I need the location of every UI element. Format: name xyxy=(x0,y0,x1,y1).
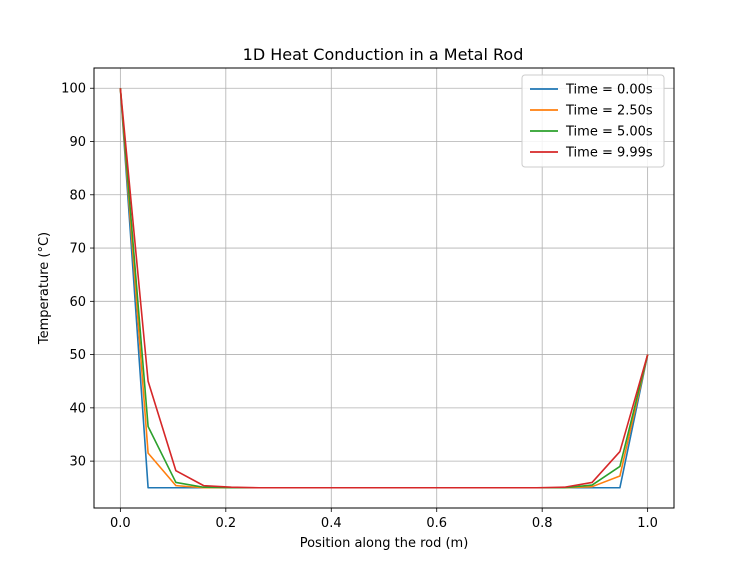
y-tick-label: 70 xyxy=(69,242,86,257)
y-tick-label: 90 xyxy=(69,135,86,150)
y-tick-label: 30 xyxy=(69,455,86,470)
legend-label-2: Time = 5.00s xyxy=(565,125,653,140)
y-tick-label: 50 xyxy=(69,348,86,363)
x-tick-label: 0.6 xyxy=(426,516,447,531)
y-tick-label: 40 xyxy=(69,401,86,416)
legend-label-1: Time = 2.50s xyxy=(565,104,653,119)
x-tick-label: 0.8 xyxy=(532,516,553,531)
x-tick-label: 0.4 xyxy=(321,516,342,531)
legend-label-0: Time = 0.00s xyxy=(565,83,653,98)
x-tick-label: 1.0 xyxy=(637,516,658,531)
series-lines xyxy=(119,88,649,489)
chart-title: 1D Heat Conduction in a Metal Rod xyxy=(243,45,524,64)
plot-area-frame xyxy=(93,67,675,509)
x-tick-label: 0.0 xyxy=(110,516,131,531)
y-axis-label: Temperature (°C) xyxy=(37,232,52,345)
y-tick-label: 60 xyxy=(69,295,86,310)
legend: Time = 0.00s Time = 2.50s Time = 5.00s Time… xyxy=(521,74,665,168)
x-tick-label: 0.2 xyxy=(215,516,236,531)
legend-box xyxy=(521,74,665,168)
y-tick-label: 80 xyxy=(69,188,86,203)
x-axis-label: Position along the rod (m) xyxy=(300,536,469,551)
legend-label-3: Time = 9.99s xyxy=(565,146,653,161)
series-line-3 xyxy=(119,88,649,489)
y-tick-label: 100 xyxy=(61,82,86,97)
axis-ticks: 0.0 0.2 0.4 0.6 0.8 1.0 30 40 50 60 70 80 90 100 xyxy=(61,82,658,531)
